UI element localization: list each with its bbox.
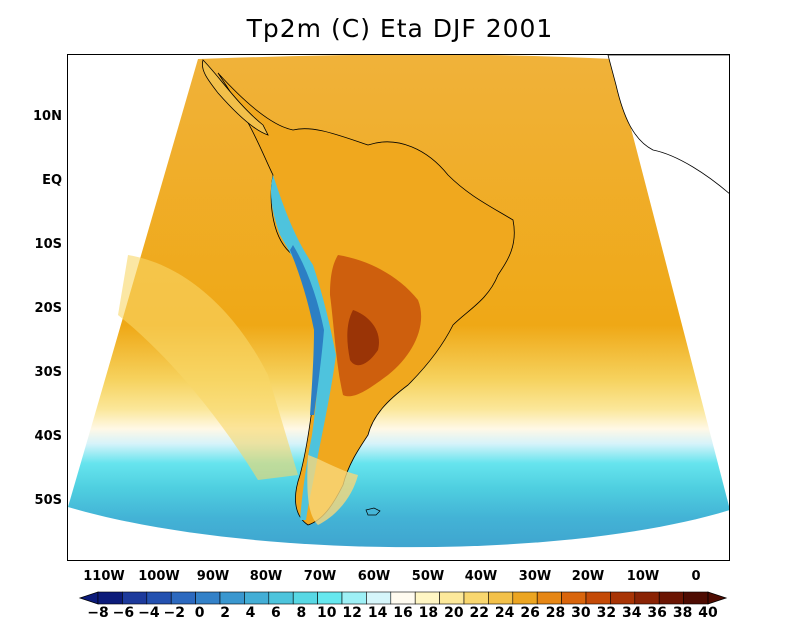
- lat-label: 10N: [33, 109, 62, 124]
- colorbar-arrow-low: [78, 591, 99, 605]
- lon-label: 30W: [518, 569, 552, 584]
- colorbar-cell: [658, 591, 684, 605]
- lat-label: 10S: [34, 237, 62, 252]
- colorbar-cell: [366, 591, 392, 605]
- warm-core: [347, 310, 379, 366]
- lon-label: 110W: [83, 569, 125, 584]
- lat-label: 40S: [34, 429, 62, 444]
- colorbar-cell: [195, 591, 221, 605]
- lon-label: 100W: [138, 569, 180, 584]
- colorbar-cell: [561, 591, 587, 605]
- colorbar-cell: [122, 591, 148, 605]
- colorbar-cell: [244, 591, 270, 605]
- map-title: Tp2m (C) Eta DJF 2001: [246, 14, 554, 43]
- colorbar-label: 14: [367, 605, 388, 621]
- colorbar-cell: [536, 591, 562, 605]
- colorbar-label: 36: [647, 605, 667, 621]
- colorbar-cell: [292, 591, 318, 605]
- colorbar-label: 38: [672, 605, 693, 621]
- colorbar-label: −2: [163, 605, 185, 621]
- colorbar-cell: [414, 591, 440, 605]
- map-frame: [67, 54, 730, 561]
- colorbar-cell: [97, 591, 123, 605]
- colorbar-label: −6: [112, 605, 135, 621]
- colorbar-label: 22: [469, 605, 489, 621]
- colorbar-label: 16: [393, 605, 413, 621]
- andes-core: [290, 245, 324, 415]
- colorbar-label: 28: [545, 605, 566, 621]
- lat-label: 50S: [34, 493, 62, 508]
- colorbar-cell: [512, 591, 538, 605]
- lon-label: 20W: [571, 569, 605, 584]
- cool-coastal-band: [118, 255, 298, 480]
- colorbar-cell: [317, 591, 343, 605]
- colorbar-label: 40: [698, 605, 718, 621]
- colorbar-cell: [390, 591, 416, 605]
- colorbar-cell: [610, 591, 636, 605]
- lat-label: EQ: [42, 173, 62, 188]
- colorbar-arrow-high: [707, 591, 728, 605]
- colorbar-label: 6: [271, 605, 281, 621]
- colorbar-cell: [341, 591, 367, 605]
- lon-label: 40W: [464, 569, 498, 584]
- colorbar-cell: [219, 591, 245, 605]
- colorbar-label: −4: [138, 605, 160, 621]
- lon-label: 70W: [303, 569, 337, 584]
- colorbar-label: 4: [245, 605, 256, 621]
- colorbar-label: 34: [622, 605, 642, 621]
- lon-label: 90W: [196, 569, 230, 584]
- central-america-land: [201, 59, 269, 136]
- lon-label: 50W: [411, 569, 445, 584]
- colorbar-label: 30: [571, 605, 591, 621]
- colorbar-label: −8: [87, 605, 109, 621]
- colorbar-cell: [683, 591, 709, 605]
- lon-label: 80W: [249, 569, 283, 584]
- colorbar-cell: [170, 591, 196, 605]
- colorbar-label: 24: [494, 605, 515, 621]
- colorbar-label: 12: [342, 605, 362, 621]
- colorbar-cell: [634, 591, 660, 605]
- africa-outline: [607, 55, 729, 194]
- colorbar-label: 10: [317, 605, 337, 621]
- patagonia-cool: [307, 455, 358, 525]
- temperature-map: [68, 55, 729, 548]
- lon-label: 60W: [357, 569, 391, 584]
- colorbar-label: 0: [194, 605, 205, 621]
- falklands: [365, 507, 381, 516]
- colorbar-cell: [146, 591, 172, 605]
- colorbar-label: 8: [296, 605, 307, 621]
- colorbar-cell: [439, 591, 465, 605]
- colorbar-cell: [268, 591, 294, 605]
- colorbar-label: 18: [418, 605, 439, 621]
- lon-label: 10W: [626, 569, 660, 584]
- colorbar-label: 2: [220, 605, 230, 621]
- lat-label: 30S: [34, 365, 62, 380]
- lon-label: 0: [691, 569, 701, 584]
- andes-cold-strip: [270, 175, 336, 520]
- colorbar-label: 26: [520, 605, 540, 621]
- colorbar-cell: [463, 591, 489, 605]
- colorbar-cell: [585, 591, 611, 605]
- colorbar-cell: [488, 591, 514, 605]
- colorbar-label: 32: [596, 605, 617, 621]
- colorbar-label: 20: [444, 605, 464, 621]
- lat-label: 20S: [34, 301, 62, 316]
